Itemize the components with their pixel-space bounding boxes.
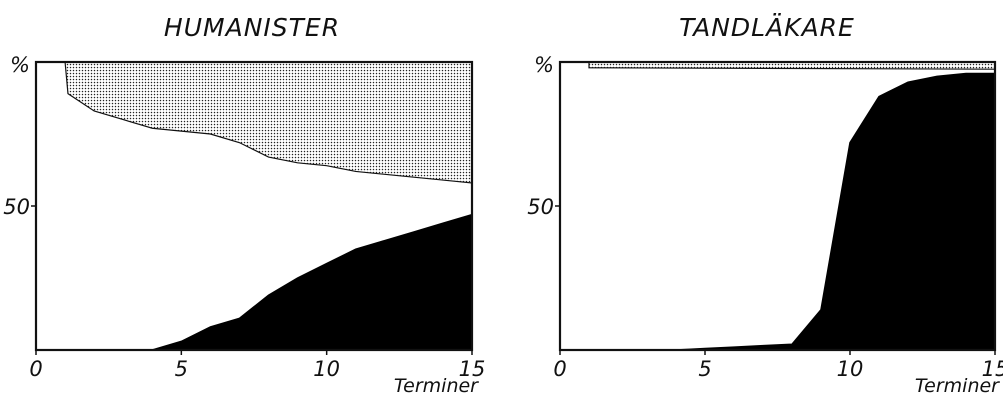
- y-axis-percent-label: %: [10, 53, 30, 77]
- y-tick-label: 50: [527, 195, 554, 219]
- x-tick-label: 10: [837, 357, 864, 381]
- chart-title: TANDLÄKARE: [679, 13, 855, 42]
- x-tick-label: 10: [313, 357, 340, 381]
- x-tick-label: 0: [29, 357, 42, 381]
- x-axis-label: Terminer: [394, 375, 479, 397]
- chart-title: HUMANISTER: [164, 13, 340, 42]
- x-axis-label: Terminer: [915, 375, 1000, 397]
- x-tick-label: 5: [175, 357, 188, 381]
- x-tick-label: 5: [698, 357, 711, 381]
- black-area-series: [589, 72, 996, 351]
- x-tick-label: 15: [982, 357, 1003, 381]
- x-tick-label: 15: [459, 357, 486, 381]
- x-tick-label: 0: [553, 357, 566, 381]
- y-tick-label: 50: [3, 195, 30, 219]
- dotted-area-series: [64, 61, 473, 184]
- y-axis-percent-label: %: [534, 53, 554, 77]
- black-area-series: [65, 213, 473, 351]
